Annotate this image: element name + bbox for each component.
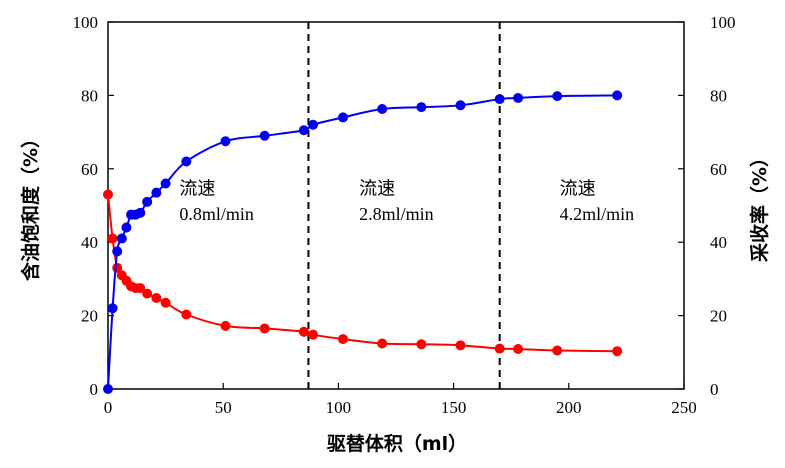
x-tick-label: 0 — [104, 398, 113, 417]
y-left-tick-label: 80 — [81, 86, 98, 105]
recovery-rate-point — [455, 100, 466, 111]
oil-saturation-point — [416, 339, 427, 350]
plot-frame — [107, 21, 685, 390]
oil-saturation-point — [259, 323, 270, 334]
annotation-label: 流速 — [179, 178, 215, 198]
recovery-rate-point — [513, 92, 524, 103]
recovery-rate-point — [160, 178, 171, 189]
x-axis-label: 驱替体积（ml） — [327, 432, 467, 455]
recovery-rate-point — [220, 136, 231, 147]
y-left-tick-label: 0 — [90, 380, 99, 399]
recovery-rate-point — [121, 222, 132, 233]
y-axis-left-label: 含油饱和度（%） — [19, 129, 42, 281]
recovery-rate-point — [338, 112, 349, 123]
oil-saturation-point — [135, 283, 146, 294]
y-left-tick-label: 20 — [81, 307, 98, 326]
recovery-rate-point — [552, 91, 563, 102]
annotation-label: 流速 — [359, 178, 395, 198]
oil-saturation-point — [107, 233, 118, 244]
oil-saturation-point — [142, 288, 153, 299]
series-layer — [103, 90, 623, 394]
recovery-rate-point — [142, 196, 153, 207]
oil-saturation-point — [181, 309, 192, 320]
recovery-rate-point — [416, 102, 427, 113]
recovery-rate-point — [308, 119, 319, 130]
oil-saturation-point — [160, 297, 171, 308]
y-right-tick-label: 40 — [710, 233, 727, 252]
recovery-rate-point — [259, 130, 270, 141]
y-right-tick-label: 20 — [710, 307, 727, 326]
annotation-value: 2.8ml/min — [359, 204, 434, 224]
x-tick-label: 200 — [556, 398, 582, 417]
annotations: 流速 0.8ml/min 流速 2.8ml/min 流速 4.2ml/min — [179, 178, 634, 224]
y-right-tick-label: 80 — [710, 86, 727, 105]
oil-saturation-point — [103, 189, 113, 200]
oil-saturation-point — [220, 320, 231, 331]
annotation-label: 流速 — [560, 178, 596, 198]
oil-saturation-point — [151, 292, 162, 303]
oil-saturation-point — [338, 334, 349, 345]
annotation-value: 4.2ml/min — [560, 204, 635, 224]
y-right-tick-label: 60 — [710, 160, 727, 179]
reference-lines — [307, 22, 501, 389]
recovery-rate-point — [298, 125, 309, 136]
oil-saturation-point — [308, 329, 319, 340]
oil-saturation-point — [377, 338, 388, 349]
oil-saturation-point — [455, 340, 466, 351]
y-right-tick-label: 100 — [710, 13, 736, 32]
annotation-value: 0.8ml/min — [179, 204, 254, 224]
y-left-tick-label: 100 — [73, 13, 99, 32]
oil-saturation-point — [513, 343, 524, 354]
x-tick-label: 50 — [215, 398, 232, 417]
y-right-tick-label: 0 — [710, 380, 719, 399]
oil-saturation-point — [298, 326, 309, 337]
recovery-rate-point — [377, 103, 388, 114]
oil-saturation-point — [494, 343, 505, 354]
y-axis-right-label: 采收率（%） — [748, 148, 771, 262]
oil-saturation-point — [612, 346, 623, 357]
recovery-rate-point — [112, 246, 123, 257]
y-left-tick-label: 40 — [81, 233, 98, 252]
recovery-rate-point — [181, 156, 192, 167]
recovery-rate-point — [107, 303, 118, 314]
recovery-rate-point — [116, 233, 127, 244]
recovery-rate-point — [103, 384, 113, 394]
recovery-rate-point — [135, 207, 146, 218]
recovery-rate-line — [107, 94, 618, 390]
x-tick-label: 250 — [671, 398, 697, 417]
recovery-rate-point — [494, 94, 505, 105]
recovery-rate-point — [151, 187, 162, 198]
y-left-tick-label: 60 — [81, 160, 98, 179]
x-tick-label: 150 — [441, 398, 467, 417]
x-tick-label: 100 — [326, 398, 352, 417]
oil-saturation-point — [552, 345, 563, 356]
recovery-rate-point — [612, 90, 623, 101]
